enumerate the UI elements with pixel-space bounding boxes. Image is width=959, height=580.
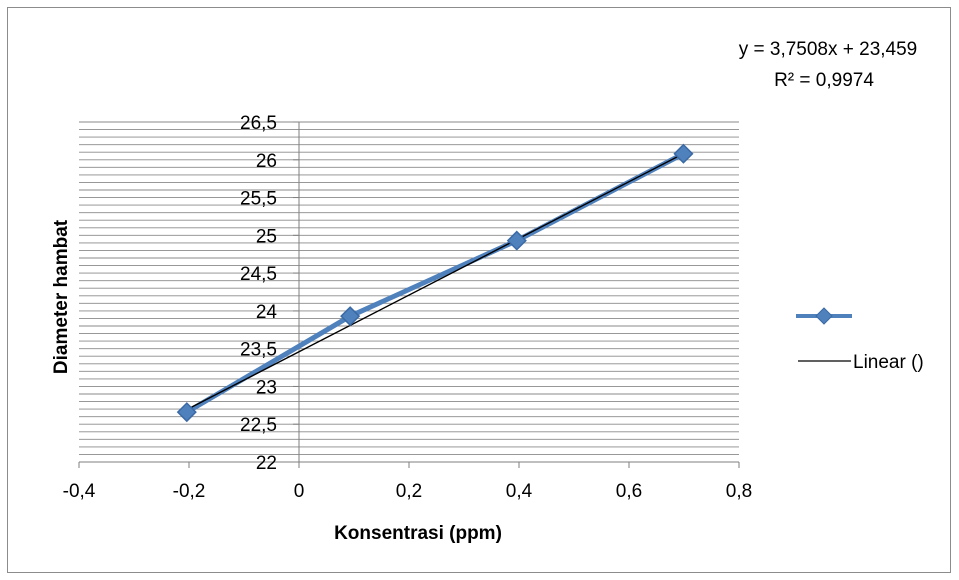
- chart-area: -0,4 -0,2 0 0,2 0,4 0,6 0,8 22 22,5 23 23,5 24 24,5 2…: [7, 7, 951, 573]
- x-tick-label: 0,8: [726, 481, 752, 502]
- x-tick-label: -0,2: [173, 481, 206, 502]
- y-tick-label: 22: [256, 453, 277, 474]
- legend-trendline-label: Linear (): [853, 352, 924, 373]
- y-tick-label: 25: [256, 226, 277, 247]
- data-point: [176, 402, 197, 423]
- trendline-r2: R² = 0,9974: [774, 70, 874, 91]
- y-tick-label: 23: [256, 377, 277, 398]
- data-point: [506, 230, 527, 251]
- y-tick-label: 24,5: [240, 264, 277, 285]
- legend: Linear (): [796, 307, 924, 373]
- x-tick-label: 0: [294, 481, 305, 502]
- y-tick-label: 26,5: [240, 113, 277, 134]
- trendline: [186, 153, 684, 411]
- x-axis-title: Konsentrasi (ppm): [334, 523, 502, 544]
- label-layer: -0,4 -0,2 0 0,2 0,4 0,6 0,8 22 22,5 23 23,5 24 24,5 2…: [63, 113, 753, 502]
- y-tick-label: 25,5: [240, 189, 277, 210]
- y-tick-label: 23,5: [240, 340, 277, 361]
- y-axis-title: Diameter hambat: [51, 219, 72, 374]
- y-tick-label: 26: [256, 151, 277, 172]
- trendline-equation: y = 3,7508x + 23,459: [739, 39, 918, 60]
- y-tick-label: 22,5: [240, 415, 277, 436]
- x-tick-label: 0,2: [396, 481, 422, 502]
- legend-series-marker-icon: [815, 307, 833, 325]
- y-tick-label: 24: [256, 302, 278, 323]
- axis-layer: [78, 121, 740, 468]
- x-tick-label: -0,4: [63, 481, 96, 502]
- x-tick-label: 0,4: [506, 481, 533, 502]
- data-point: [340, 306, 361, 327]
- chart-svg: -0,4 -0,2 0 0,2 0,4 0,6 0,8 22 22,5 23 23,5 24 24,5 2…: [51, 39, 924, 544]
- data-point: [673, 143, 694, 164]
- data-layer: [176, 143, 694, 423]
- x-tick-label: 0,6: [616, 481, 642, 502]
